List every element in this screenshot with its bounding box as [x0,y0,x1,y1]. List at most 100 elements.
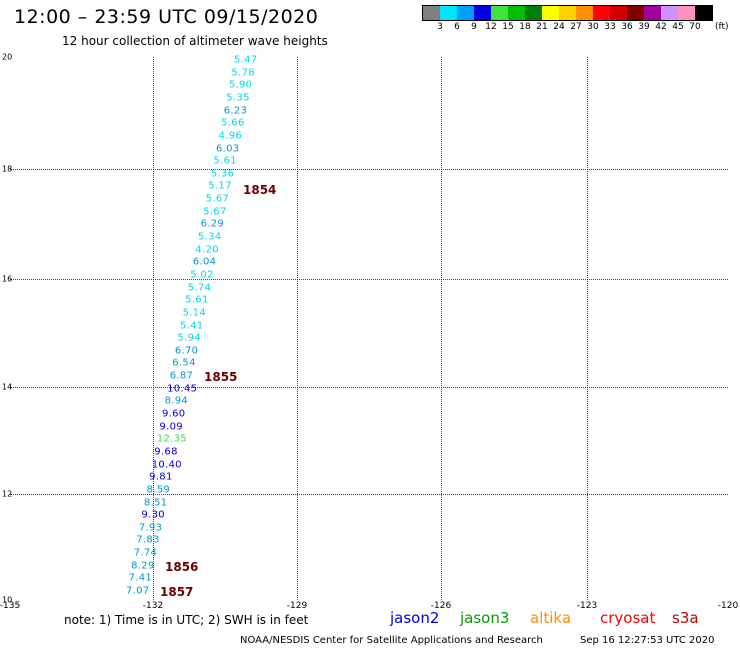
wave-height-value: 9.81 [149,471,173,483]
color-swatch [491,6,508,20]
footer-timestamp: Sep 16 12:27:53 UTC 2020 [580,635,715,646]
wave-height-value: 5.94 [177,332,201,344]
longitude-label: -129 [286,601,308,611]
wave-height-value: 5.74 [187,282,212,294]
latitude-label: 20 [2,52,13,62]
map-frame [10,57,728,600]
wave-height-value: 5.66 [221,117,245,129]
wave-height-value: 8.51 [144,497,168,508]
color-swatch [593,6,610,20]
wave-height-value: 7.83 [136,534,160,546]
latitude-label: 18 [2,164,13,174]
satellite-s3a: s3a [672,609,699,627]
wave-height-value: 5.67 [203,206,227,218]
latitude-label: 10 [2,595,13,605]
wave-height-value: 7.93 [138,522,163,534]
longitude-label: -126 [430,601,452,611]
color-scale-label: 30 [587,22,599,32]
color-scale-label: 45 [672,22,684,32]
wave-height-value: 5.35 [226,92,250,104]
wave-height-value: 5.34 [198,231,222,243]
meridian-line [153,57,154,600]
longitude-label: -123 [576,601,598,611]
wave-height-value: 6.70 [174,345,199,357]
map-subtitle: 12 hour collection of altimeter wave hei… [62,34,328,48]
footer-source: NOAA/NESDIS Center for Satellite Applica… [240,635,543,646]
hour-marker: 1856 [165,560,199,574]
color-scale-label: 39 [638,22,650,32]
wave-height-value: 5.36 [210,168,235,180]
color-scale-label: 21 [536,22,548,32]
meridian-line [297,57,298,600]
color-swatch [559,6,576,20]
wave-height-value: 8.94 [164,395,189,407]
wave-height-value: 4.20 [195,244,219,256]
wave-height-value: 5.61 [213,155,237,167]
color-swatch [542,6,559,20]
color-swatch [457,6,474,20]
parallel-line [10,279,728,280]
wave-height-value: 6.23 [223,105,248,117]
wave-height-value: 6.54 [172,357,196,369]
color-swatch [525,6,542,20]
wave-height-value: 8.59 [146,484,171,496]
latitude-label: 12 [2,489,13,499]
wave-height-value: 5.78 [231,67,255,79]
hour-marker: 1855 [204,370,238,384]
map-title: 12:00 – 23:59 UTC 09/15/2020 [14,6,319,28]
satellite-jason2: jason2 [390,609,440,627]
satellite-altika: altika [530,609,572,627]
wave-height-value: 5.61 [185,294,209,306]
color-swatch [644,6,661,20]
wave-height-value: 9.68 [154,446,178,458]
parallel-line [10,169,728,170]
wave-height-value: 5.17 [208,180,232,192]
color-swatch [508,6,525,20]
color-swatch [695,6,712,20]
color-swatch [576,6,593,20]
parallel-line [10,494,728,495]
latitude-label: 16 [2,274,13,284]
color-scale-label: 15 [502,22,514,32]
wave-height-value: 6.03 [216,143,240,154]
color-scale-label: 24 [553,22,565,32]
wave-height-value: 10.45 [167,383,198,395]
parallel-line [10,387,728,388]
color-swatch [440,6,457,20]
wave-height-value: 5.90 [228,79,253,91]
satellite-jason3: jason3 [460,609,510,627]
color-scale-unit: (ft) [715,22,729,32]
wave-height-value: 9.09 [159,421,183,433]
wave-height-value: 8.29 [131,560,155,572]
wave-height-value: 7.07 [126,585,150,597]
wave-height-value: 12.35 [156,433,187,445]
wave-height-value: 6.87 [169,370,194,382]
wave-height-value: 5.67 [205,193,230,205]
color-scale-bar [422,5,713,21]
color-swatch [661,6,678,20]
color-scale-label: 18 [519,22,531,32]
wave-height-value: 5.47 [234,54,258,66]
color-scale-label: 70 [689,22,701,32]
wave-height-value: 5.14 [182,307,207,319]
wave-height-value: 6.04 [192,256,217,268]
color-scale-label: 6 [454,22,460,32]
wave-height-value: 10.40 [151,459,182,471]
wave-height-value: 5.02 [190,269,214,281]
color-scale-label: 9 [471,22,477,32]
footer-note: note: 1) Time is in UTC; 2) SWH is in fe… [64,613,309,627]
color-scale-label: 27 [570,22,582,32]
color-scale-label: 3 [437,22,443,32]
wave-height-value: 7.74 [133,547,158,559]
wave-height-value: 9.30 [141,509,165,521]
wave-height-value: 4.96 [218,130,243,142]
color-swatch [474,6,491,20]
meridian-line [587,57,588,600]
color-scale-label: 42 [655,22,667,32]
hour-marker: 1854 [243,183,277,197]
hour-marker: 1857 [160,585,194,599]
satellite-cryosat: cryosat [600,609,656,627]
color-swatch [610,6,627,20]
wave-height-value: 5.41 [180,320,204,331]
longitude-label: -120 [717,601,739,611]
